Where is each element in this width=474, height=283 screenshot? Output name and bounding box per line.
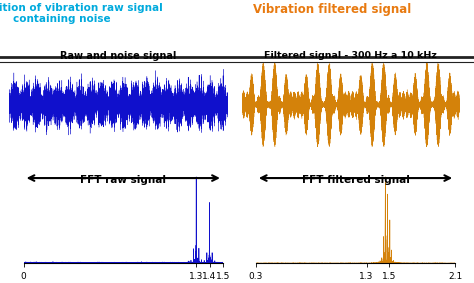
Text: Filtered signal - 300 Hz a 10 kHz: Filtered signal - 300 Hz a 10 kHz [264,51,437,60]
Text: Acquisition of vibration raw signal
containing noise: Acquisition of vibration raw signal cont… [0,3,163,24]
Text: Raw and noise signal: Raw and noise signal [60,51,177,61]
Text: FFT filtered signal: FFT filtered signal [301,175,410,185]
Text: FFT raw signal: FFT raw signal [80,175,166,185]
Text: Vibration filtered signal: Vibration filtered signal [253,3,411,16]
